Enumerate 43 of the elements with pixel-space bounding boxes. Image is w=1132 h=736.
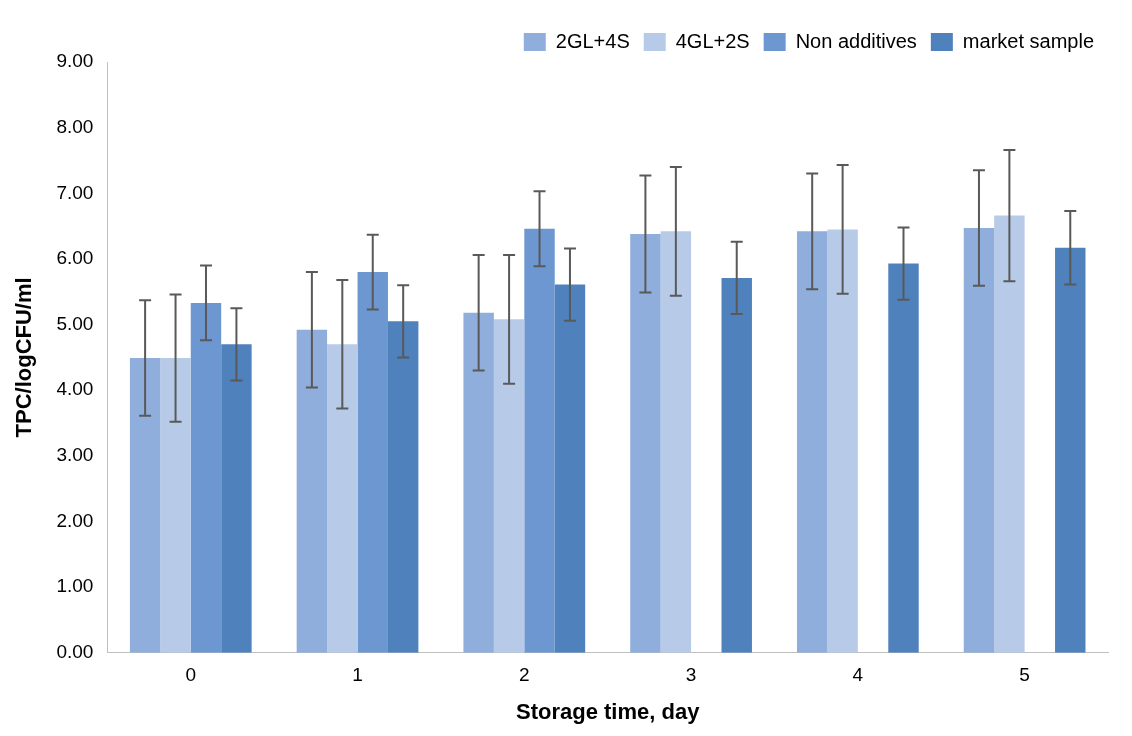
legend-label: market sample bbox=[962, 29, 1094, 52]
y-tick-label: 1.00 bbox=[56, 575, 94, 597]
bar bbox=[160, 358, 191, 653]
bar bbox=[463, 312, 494, 653]
y-tick-label: 8.00 bbox=[56, 115, 94, 137]
y-tick-label: 6.00 bbox=[56, 247, 94, 269]
x-tick-label: 3 bbox=[685, 664, 697, 686]
y-tick-label: 3.00 bbox=[56, 444, 94, 466]
bar bbox=[721, 277, 752, 653]
x-axis-title: Storage time, day bbox=[515, 698, 701, 724]
legend-label: Non additives bbox=[795, 29, 917, 52]
bar bbox=[888, 263, 919, 653]
bar bbox=[190, 302, 222, 653]
bar bbox=[493, 319, 525, 653]
x-tick-label: 1 bbox=[352, 664, 363, 686]
y-tick-label: 4.00 bbox=[56, 378, 94, 400]
bar bbox=[827, 229, 858, 653]
bar bbox=[1055, 247, 1086, 653]
y-tick-label: 0.00 bbox=[56, 641, 94, 663]
bar bbox=[963, 228, 995, 653]
bar bbox=[357, 272, 388, 653]
y-tick-label: 5.00 bbox=[56, 312, 94, 334]
x-tick-label: 2 bbox=[519, 664, 530, 686]
bar bbox=[554, 284, 586, 653]
x-tick-label: 4 bbox=[852, 664, 864, 686]
bar bbox=[296, 329, 328, 653]
y-tick-label: 2.00 bbox=[56, 509, 94, 531]
bar bbox=[129, 358, 161, 653]
bar bbox=[796, 231, 828, 653]
bar bbox=[994, 215, 1025, 653]
legend-label: 4GL+2S bbox=[675, 29, 750, 52]
bar bbox=[221, 344, 252, 653]
y-tick-label: 9.00 bbox=[56, 50, 94, 72]
y-tick-label: 7.00 bbox=[56, 181, 94, 203]
x-tick-label: 0 bbox=[185, 664, 197, 686]
x-tick-label: 5 bbox=[1019, 664, 1030, 686]
bar bbox=[524, 228, 555, 653]
bar bbox=[387, 321, 419, 653]
y-axis-title: TPC/logCFU/ml bbox=[11, 277, 37, 438]
bar bbox=[660, 231, 692, 653]
legend-label: 2GL+4S bbox=[555, 29, 630, 52]
bar bbox=[630, 233, 661, 653]
bar bbox=[327, 344, 358, 653]
